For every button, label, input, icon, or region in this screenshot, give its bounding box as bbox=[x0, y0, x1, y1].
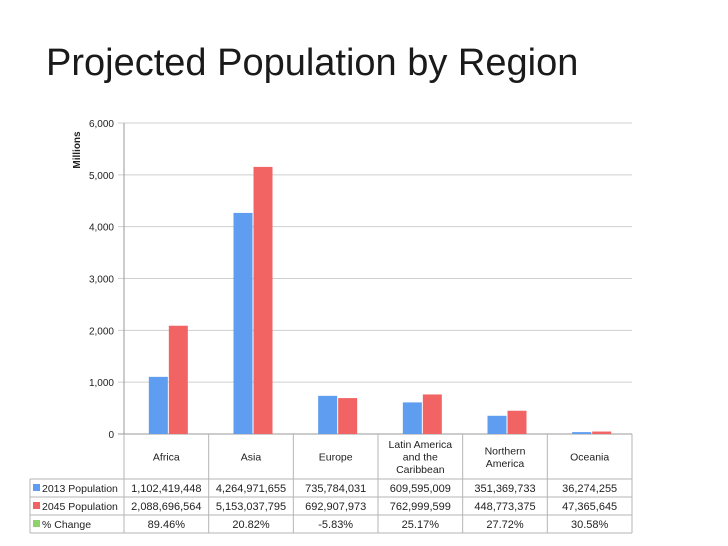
table-value-2045: 47,365,645 bbox=[562, 501, 617, 513]
bar-2013 bbox=[487, 415, 507, 434]
table-value-2045: 448,773,375 bbox=[474, 501, 535, 513]
table-value-change: 20.82% bbox=[232, 519, 270, 531]
y-tick-label: 6,000 bbox=[89, 119, 114, 130]
y-tick-label: 2,000 bbox=[89, 326, 114, 337]
bar-2013 bbox=[233, 212, 253, 434]
category-label: Asia bbox=[241, 452, 262, 464]
bar-2013 bbox=[572, 432, 592, 434]
y-tick-label: 3,000 bbox=[89, 275, 114, 286]
bar-2045 bbox=[253, 166, 273, 434]
table-value-change: 89.46% bbox=[148, 519, 186, 531]
table-value-2045: 2,088,696,564 bbox=[131, 501, 201, 513]
table-value-2045: 762,999,599 bbox=[390, 501, 451, 513]
category-label: Europe bbox=[319, 452, 353, 464]
legend-swatch-change bbox=[33, 520, 40, 527]
category-label: Latin America bbox=[389, 439, 453, 451]
y-tick-label: 0 bbox=[108, 430, 114, 441]
table-value-change: 25.17% bbox=[402, 519, 440, 531]
y-tick-label: 5,000 bbox=[89, 171, 114, 182]
table-value-change: -5.83% bbox=[318, 519, 353, 531]
category-label: America bbox=[486, 458, 525, 470]
bar-2013 bbox=[402, 402, 422, 434]
bar-2045 bbox=[338, 398, 358, 434]
table-value-2045: 5,153,037,795 bbox=[216, 501, 286, 513]
category-label: and the bbox=[403, 452, 438, 464]
table-value-2013: 351,369,733 bbox=[474, 483, 535, 495]
category-label: Caribbean bbox=[396, 464, 445, 476]
category-label: Oceania bbox=[570, 452, 609, 464]
bar-2045 bbox=[422, 394, 442, 434]
table-value-2013: 735,784,031 bbox=[305, 483, 366, 495]
table-value-2045: 692,907,973 bbox=[305, 501, 366, 513]
y-tick-label: 4,000 bbox=[89, 223, 114, 234]
legend-swatch-2013 bbox=[33, 484, 40, 491]
table-value-change: 30.58% bbox=[571, 519, 609, 531]
y-tick-label: 1,000 bbox=[89, 378, 114, 389]
legend-label-change: % Change bbox=[42, 519, 91, 531]
table-value-2013: 1,102,419,448 bbox=[131, 483, 201, 495]
legend-label-2013: 2013 Population bbox=[42, 483, 118, 495]
category-label: Africa bbox=[153, 452, 180, 464]
table-value-2013: 36,274,255 bbox=[562, 483, 617, 495]
page-title: Projected Population by Region bbox=[46, 42, 579, 84]
bar-2013 bbox=[318, 395, 338, 434]
legend-swatch-2045 bbox=[33, 502, 40, 509]
table-value-2013: 4,264,971,655 bbox=[216, 483, 286, 495]
bar-2013 bbox=[148, 376, 168, 434]
table-value-2013: 609,595,009 bbox=[390, 483, 451, 495]
y-axis-label: Millions bbox=[72, 131, 83, 169]
legend-label-2045: 2045 Population bbox=[42, 501, 118, 513]
table-value-change: 27.72% bbox=[486, 519, 524, 531]
bar-2045 bbox=[507, 410, 527, 434]
bar-2045 bbox=[592, 431, 612, 434]
bar-2045 bbox=[168, 325, 188, 434]
category-label: Northern bbox=[485, 445, 526, 457]
